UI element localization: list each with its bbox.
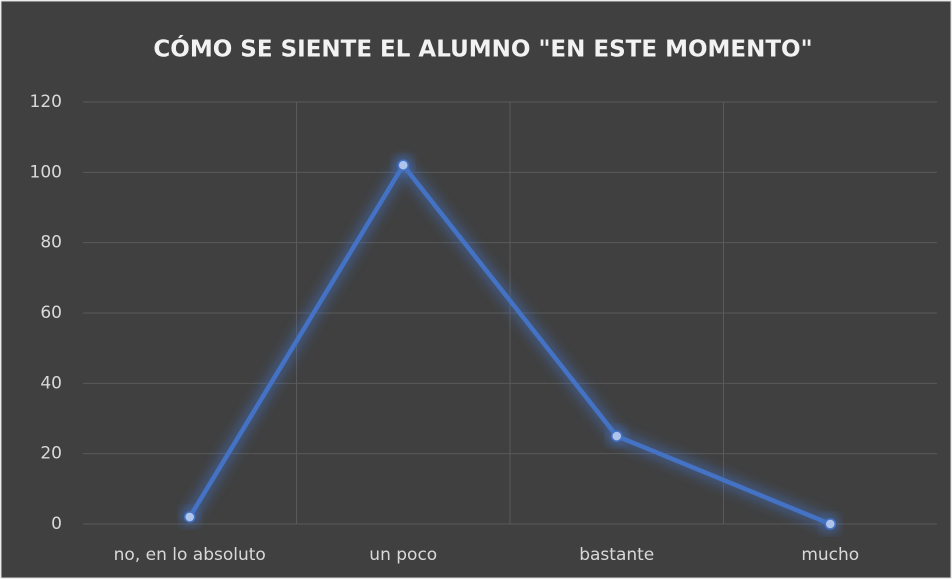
y-tick-label: 80 [40,233,62,253]
x-tick-label: no, en lo absoluto [114,545,266,565]
marker [184,511,196,523]
line [187,163,832,527]
x-tick-label: mucho [801,545,859,565]
chart-title: CÓMO SE SIENTE EL ALUMNO "EN ESTE MOMENT… [153,35,812,63]
y-tick-label: 120 [30,92,62,112]
y-tick-label: 0 [51,514,62,534]
y-tick-label: 40 [40,373,62,393]
marker [824,518,836,530]
marker [611,430,623,442]
x-tick-label: bastante [579,545,654,565]
x-tick-label: un poco [369,545,437,565]
y-tick-label: 20 [40,444,62,464]
marker [397,159,409,172]
y-tick-label: 60 [40,303,62,323]
y-tick-label: 100 [30,162,62,182]
